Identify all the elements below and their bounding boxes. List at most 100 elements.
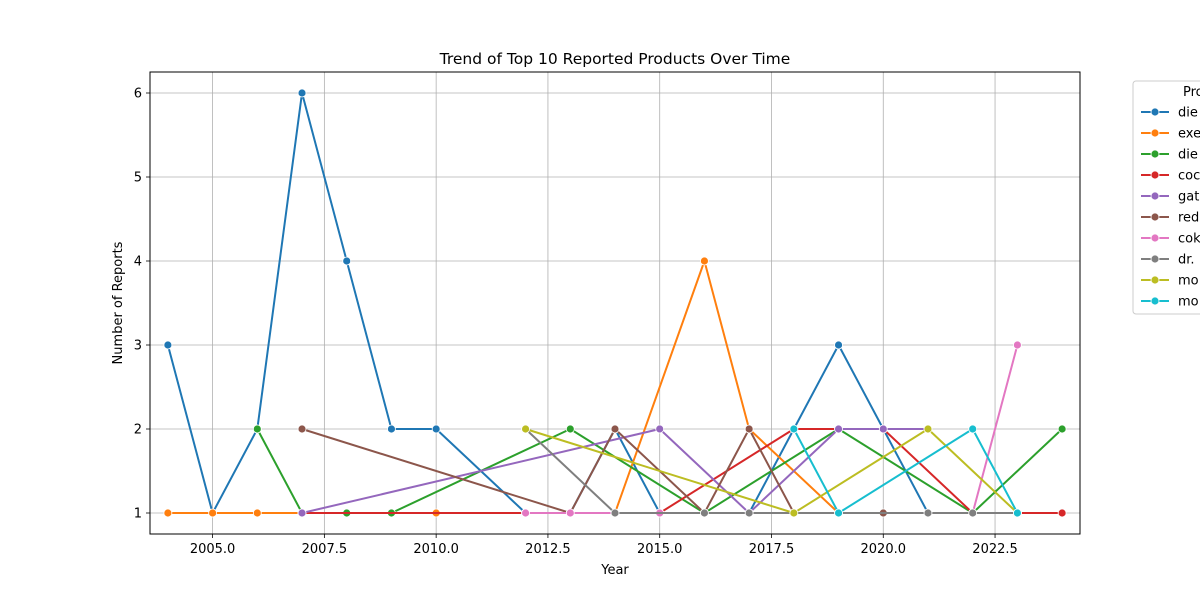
- legend-swatch-marker: [1150, 107, 1160, 117]
- data-point: [565, 508, 575, 518]
- legend-label: cok: [1178, 232, 1200, 247]
- data-point: [834, 424, 843, 434]
- data-point: [431, 424, 441, 434]
- legend-label: mo: [1178, 274, 1199, 289]
- data-point: [252, 508, 262, 518]
- legend-frame: [1132, 80, 1200, 315]
- data-point: [163, 340, 173, 350]
- series-1: [163, 256, 843, 518]
- legend-swatch-marker: [1150, 254, 1160, 264]
- data-point: [565, 424, 575, 434]
- data-point: [252, 424, 262, 434]
- legend-label: dr.: [1178, 253, 1195, 268]
- legend-label: die: [1178, 148, 1198, 163]
- data-point: [789, 508, 799, 518]
- chart-title: Trend of Top 10 Reported Products Over T…: [439, 50, 791, 68]
- series-layer: [163, 88, 1067, 518]
- data-point: [387, 424, 396, 434]
- y-tick-label: 3: [134, 339, 142, 354]
- x-tick-label: 2005.0: [190, 542, 236, 557]
- y-tick-label: 4: [134, 255, 142, 270]
- legend-swatch-marker: [1150, 212, 1160, 222]
- data-point: [968, 508, 978, 518]
- data-point: [521, 508, 530, 518]
- legend-label: die: [1178, 106, 1198, 121]
- legend-item: gat: [1141, 190, 1199, 205]
- x-tick-label: 2015.0: [637, 542, 683, 557]
- x-tick-label: 2012.5: [525, 542, 571, 557]
- grid-lines: [150, 72, 1080, 534]
- data-point: [1057, 508, 1067, 518]
- data-point: [655, 424, 665, 434]
- data-point: [700, 508, 709, 518]
- x-tick-label: 2020.0: [861, 542, 907, 557]
- legend-label: gat: [1178, 190, 1199, 205]
- series-line: [301, 428, 928, 514]
- data-point: [297, 508, 307, 518]
- x-axis: 2005.0 2007.5 2010.0 2012.5 2015.0 2017.5 2020…: [190, 534, 1018, 557]
- legend-title: Pro: [1183, 85, 1200, 100]
- y-tick-label: 6: [134, 87, 142, 102]
- legend-item: coc: [1141, 169, 1200, 184]
- series-4: [297, 424, 933, 518]
- data-point: [744, 424, 754, 434]
- x-tick-label: 2007.5: [302, 542, 348, 557]
- legend-swatch-marker: [1150, 191, 1160, 201]
- series-line: [167, 260, 840, 514]
- data-point: [923, 424, 933, 434]
- plot-frame: [149, 71, 1081, 535]
- data-point: [834, 508, 843, 518]
- legend-label: red: [1178, 211, 1199, 226]
- series-0: [163, 88, 1022, 518]
- data-point: [834, 340, 843, 350]
- y-tick-label: 1: [134, 507, 142, 522]
- data-point: [163, 508, 173, 518]
- legend-label: mo: [1178, 295, 1199, 310]
- series-line: [792, 428, 1019, 514]
- data-point: [1013, 340, 1022, 350]
- series-line: [525, 428, 1019, 514]
- data-point: [297, 424, 307, 434]
- legend-item: die: [1141, 106, 1198, 121]
- legend: Pro die exe die coc gat red cok dr. mo mo: [1132, 80, 1200, 315]
- y-tick-label: 5: [134, 171, 142, 186]
- data-point: [1057, 424, 1067, 434]
- x-tick-label: 2022.5: [972, 542, 1018, 557]
- legend-swatch-marker: [1150, 170, 1160, 180]
- data-point: [297, 88, 307, 98]
- legend-swatch-marker: [1150, 296, 1160, 306]
- x-axis-label: Year: [600, 563, 629, 578]
- legend-item: cok: [1141, 232, 1200, 247]
- data-point: [610, 508, 620, 518]
- x-tick-label: 2010.0: [413, 542, 459, 557]
- series-9: [789, 424, 1022, 518]
- legend-item: mo: [1141, 274, 1199, 289]
- data-point: [1013, 508, 1022, 518]
- legend-swatch-marker: [1150, 149, 1160, 159]
- legend-swatch-marker: [1150, 128, 1160, 138]
- data-point: [342, 256, 352, 266]
- legend-swatch-marker: [1150, 233, 1160, 243]
- data-point: [610, 424, 620, 434]
- data-point: [521, 424, 530, 434]
- data-point: [208, 508, 217, 518]
- legend-item: dr.: [1141, 253, 1195, 268]
- y-tick-label: 2: [134, 423, 142, 438]
- data-point: [700, 256, 709, 266]
- data-point: [744, 508, 754, 518]
- y-axis: 1 2 3 4 5 6: [134, 87, 150, 522]
- legend-swatch-marker: [1150, 275, 1160, 285]
- data-point: [923, 508, 933, 518]
- x-tick-label: 2017.5: [749, 542, 795, 557]
- legend-item: red: [1141, 211, 1199, 226]
- legend-item: mo: [1141, 295, 1199, 310]
- y-axis-label: Number of Reports: [111, 241, 126, 364]
- series-line: [301, 428, 928, 514]
- legend-label: coc: [1178, 169, 1200, 184]
- legend-item: exe: [1141, 127, 1200, 142]
- data-point: [968, 424, 978, 434]
- data-point: [789, 424, 799, 434]
- data-point: [878, 424, 888, 434]
- legend-item: die: [1141, 148, 1198, 163]
